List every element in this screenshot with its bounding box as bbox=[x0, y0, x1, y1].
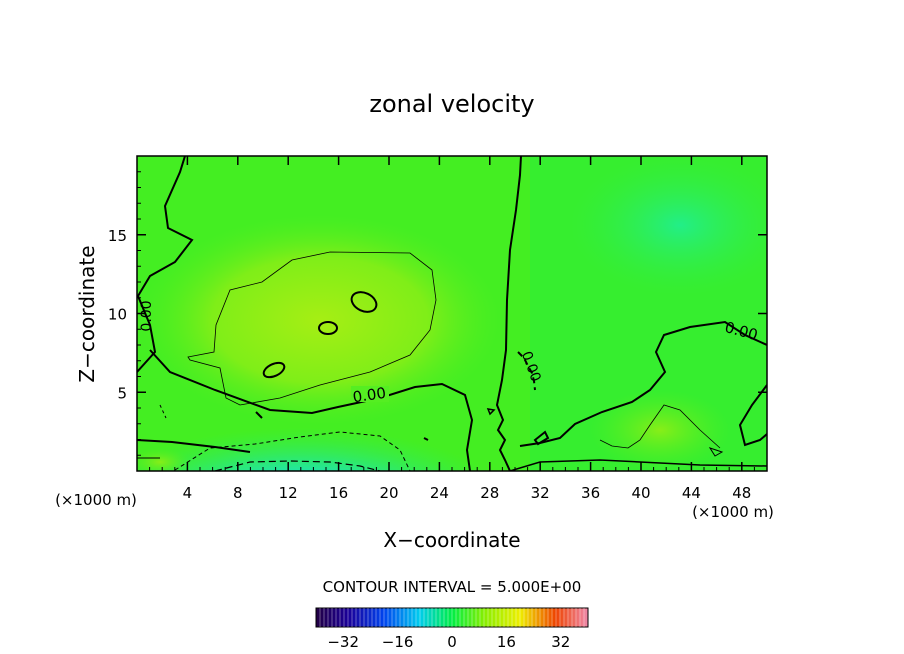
y-tick-label: 10 bbox=[108, 306, 127, 324]
colorbar-tick-label: 16 bbox=[497, 633, 516, 651]
contour-interval-text: CONTOUR INTERVAL = 5.000E+00 bbox=[323, 578, 582, 596]
colorbar-tick-label: 0 bbox=[447, 633, 457, 651]
contour-tiny-loop-right bbox=[708, 447, 724, 457]
x-tick-label: 16 bbox=[329, 484, 348, 502]
colorbar bbox=[315, 607, 589, 628]
x-unit-label-left: (×1000 m) bbox=[55, 491, 137, 509]
colorbar-tick-label: −32 bbox=[327, 633, 359, 651]
contour-zero-small bbox=[255, 411, 263, 419]
y-axis-label: Z−coordinate bbox=[75, 245, 99, 382]
contour-zero-left-upper bbox=[137, 156, 194, 373]
contour-positive-oval-2 bbox=[318, 321, 338, 335]
colorbar-ticks: −32 −16 0 16 32 bbox=[327, 633, 570, 651]
colorbar-stripes bbox=[319, 608, 585, 627]
x-tick-label: 36 bbox=[581, 484, 600, 502]
y-tick-label: 5 bbox=[117, 384, 127, 402]
contour-zero-vertical bbox=[495, 156, 522, 471]
x-tick-label: 40 bbox=[631, 484, 650, 502]
x-tick-label: 28 bbox=[480, 484, 499, 502]
contour-zero-bottom-right bbox=[509, 459, 767, 471]
colorbar-tick-label: −16 bbox=[382, 633, 414, 651]
contour-positive-5-right bbox=[599, 404, 721, 449]
y-tick-label: 15 bbox=[108, 227, 127, 245]
colorbar-tick-label: 32 bbox=[551, 633, 570, 651]
x-tick-label: 44 bbox=[682, 484, 701, 502]
positive-core bbox=[140, 215, 500, 425]
contour-label-bg bbox=[351, 386, 389, 402]
contour-label-mid: 0.00 bbox=[352, 384, 388, 406]
chart-title: zonal velocity bbox=[369, 90, 534, 118]
contour-zero-label-squiggle bbox=[517, 351, 536, 391]
x-tick-label: 48 bbox=[732, 484, 751, 502]
y-axis: 5 10 15 bbox=[108, 171, 767, 456]
x-unit-label-right: (×1000 m) bbox=[692, 503, 774, 521]
x-axis-label: X−coordinate bbox=[383, 528, 520, 552]
bottom-right-positive bbox=[590, 390, 730, 470]
velocity-field bbox=[137, 156, 767, 471]
right-weak-core bbox=[570, 156, 767, 295]
bottom-left-positive bbox=[137, 448, 190, 471]
contour-zero-right-blob bbox=[533, 430, 550, 446]
x-tick-label: 4 bbox=[183, 484, 193, 502]
contour-zero-lower bbox=[137, 439, 251, 453]
contour-negative-5 bbox=[174, 431, 411, 471]
contour-positive-5 bbox=[187, 251, 437, 406]
contour-positive-oval-1 bbox=[350, 291, 378, 313]
contour-positive-oval-3 bbox=[262, 361, 286, 379]
x-tick-label: 12 bbox=[279, 484, 298, 502]
contour-label-left: 0.00 bbox=[139, 300, 155, 331]
x-axis: 4 8 12 16 20 24 28 32 36 40 44 48 bbox=[149, 156, 755, 502]
x-tick-label: 20 bbox=[379, 484, 398, 502]
contour-negative-small bbox=[159, 404, 167, 419]
x-tick-label: 32 bbox=[531, 484, 550, 502]
contour-tiny-loop bbox=[486, 408, 496, 416]
contour-dot bbox=[423, 437, 429, 441]
x-tick-label: 24 bbox=[430, 484, 449, 502]
contour-zero-right bbox=[519, 320, 767, 447]
contour-zero-right-lower bbox=[738, 384, 767, 447]
x-tick-label: 8 bbox=[233, 484, 243, 502]
contour-negative-10 bbox=[214, 460, 381, 471]
